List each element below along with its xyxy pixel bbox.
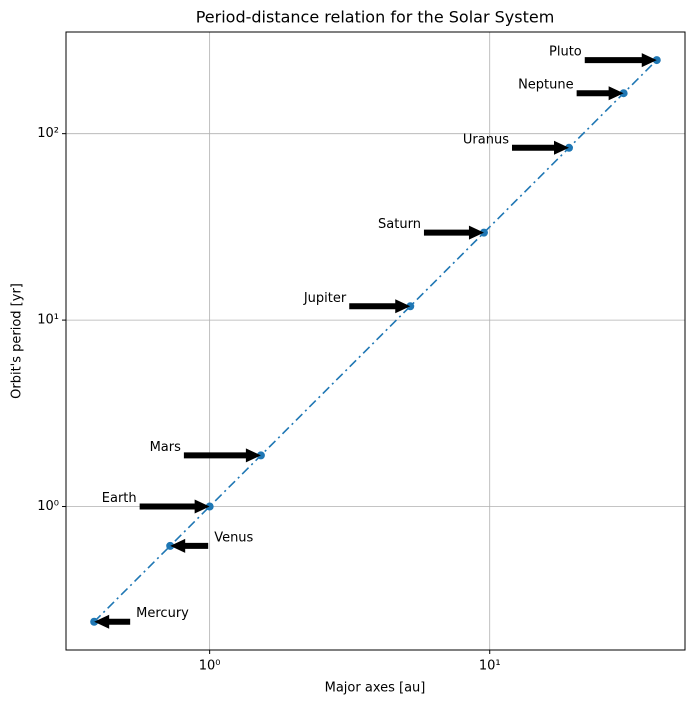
annotation-arrow [512, 140, 570, 155]
annotation-arrow [94, 614, 131, 629]
annotation-arrow [423, 225, 484, 240]
chart-title: Period-distance relation for the Solar S… [196, 8, 555, 27]
y-tick-label: 10¹ [37, 313, 59, 328]
annotation-arrow [584, 53, 657, 68]
annotation-arrow [139, 499, 210, 514]
annotation-label: Jupiter [303, 291, 347, 306]
annotation-label: Uranus [463, 132, 509, 147]
data-point [652, 56, 661, 65]
annotation-label: Mercury [136, 606, 189, 621]
annotation-label: Pluto [549, 45, 582, 60]
y-axis-label: Orbit's period [yr] [10, 283, 25, 399]
y-tick-label: 10² [37, 126, 59, 141]
annotation-label: Earth [102, 491, 137, 506]
annotation-arrow [576, 86, 624, 101]
plot-frame [65, 31, 686, 651]
annotation-arrow [170, 538, 209, 553]
annotation-label: Saturn [378, 217, 421, 232]
annotation-arrow [183, 448, 261, 463]
y-tick-label: 10⁰ [37, 499, 59, 514]
annotation-label: Neptune [518, 78, 574, 93]
x-tick-label: 10¹ [479, 659, 501, 674]
series-line [93, 59, 658, 623]
x-axis-label: Major axes [au] [325, 681, 426, 696]
annotation-label: Venus [214, 530, 253, 545]
annotation-label: Mars [150, 440, 182, 455]
x-tick-label: 10⁰ [199, 659, 221, 674]
annotation-arrow [349, 299, 411, 314]
